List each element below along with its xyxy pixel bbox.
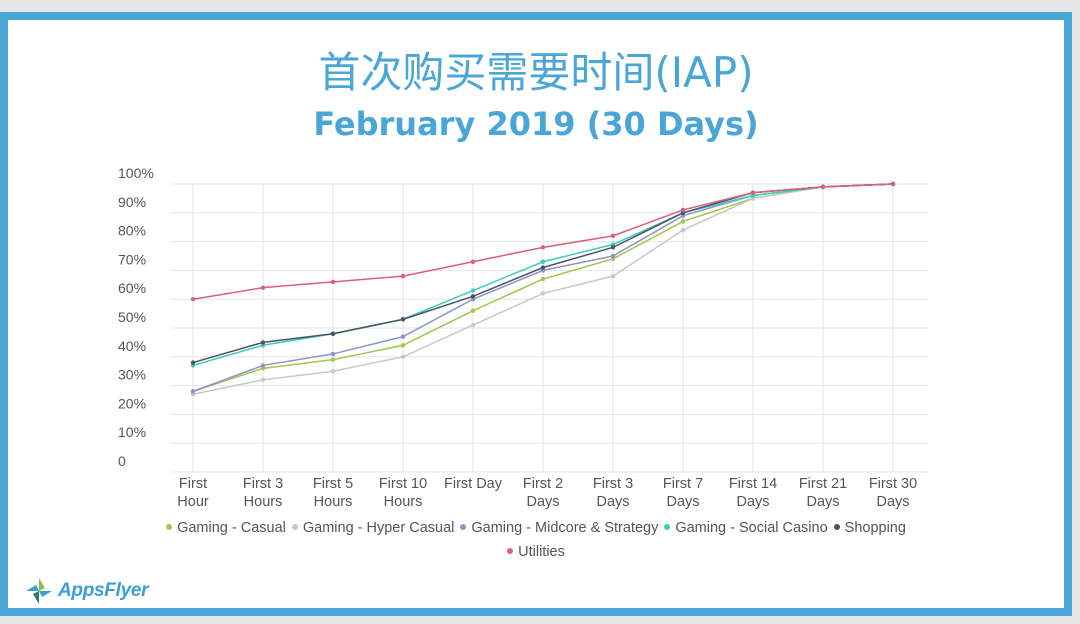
x-tick-label: First Hour <box>177 476 209 510</box>
data-point <box>260 285 266 290</box>
data-point <box>400 334 406 339</box>
data-point <box>680 219 686 224</box>
data-point <box>890 181 896 187</box>
y-axis-labels: 0 10% 20% 30% 40% 50% 60% 70% 80% 90% 100% <box>118 165 154 469</box>
chart-subtitle: February 2019 (30 Days) <box>313 105 759 143</box>
legend-label: Gaming - Midcore & Strategy <box>471 520 659 536</box>
data-point <box>610 273 616 279</box>
legend-item: Gaming - Casual <box>166 516 286 540</box>
data-point <box>470 308 476 313</box>
data-point <box>190 389 196 394</box>
legend-label: Gaming - Social Casino <box>675 520 828 536</box>
data-point <box>400 317 406 322</box>
data-point <box>330 357 336 362</box>
data-point <box>540 291 546 296</box>
x-tick-label: First 5 Hours <box>313 476 353 510</box>
data-point <box>470 322 476 328</box>
x-tick-label: First 21 Days <box>799 476 847 510</box>
legend-item: Gaming - Social Casino <box>664 516 828 540</box>
slide: 首次购买需要时间(IAP) February 2019 (30 Days) 0 1… <box>0 12 1072 616</box>
appsflyer-logo: AppsFlyer <box>24 575 149 607</box>
x-tick-label: First 2 Days <box>523 476 563 510</box>
data-point <box>680 227 686 233</box>
data-point <box>190 360 196 365</box>
chart-grid <box>171 183 928 473</box>
y-tick-label: 70% <box>118 251 146 267</box>
legend-item: Gaming - Hyper Casual <box>291 516 455 540</box>
legend-item: Gaming - Midcore & Strategy <box>460 516 658 540</box>
y-tick-label: 0 <box>118 453 126 469</box>
legend-marker-icon <box>291 524 298 531</box>
appsflyer-logo-icon <box>26 578 52 604</box>
data-point <box>470 259 476 264</box>
legend-marker-icon <box>664 524 671 531</box>
logo-text: AppsFlyer <box>58 580 149 601</box>
data-point <box>260 363 266 368</box>
y-tick-label: 50% <box>118 309 146 325</box>
x-tick-label: First 7 Days <box>663 476 703 510</box>
line-chart: 0 10% 20% 30% 40% 50% 60% 70% 80% 90% 100% First Ho… <box>118 165 928 510</box>
data-point <box>470 294 476 299</box>
data-point <box>750 190 756 195</box>
chart-legend: Gaming - Casual Gaming - Hyper Casual Gami… <box>68 516 1004 564</box>
x-tick-label: First 10 Hours <box>379 476 427 510</box>
data-point <box>680 207 686 213</box>
x-tick-label: First 14 Days <box>729 476 777 510</box>
x-axis-labels: First Hour First 3 Hours First 5 Hours First 1… <box>177 476 917 510</box>
chart-title: 首次购买需要时间(IAP) <box>318 48 754 97</box>
y-tick-label: 10% <box>118 424 146 440</box>
x-tick-label: First 3 Hours <box>243 476 283 510</box>
data-point <box>330 369 336 374</box>
legend-marker-icon <box>507 548 514 555</box>
y-tick-label: 40% <box>118 338 146 354</box>
legend-marker-icon <box>166 524 173 531</box>
legend-label: Gaming - Hyper Casual <box>302 520 455 536</box>
chart-series <box>190 181 896 397</box>
data-point <box>540 265 546 270</box>
legend-marker-icon <box>460 524 467 531</box>
legend-item: Utilities <box>507 540 565 564</box>
y-tick-label: 80% <box>118 223 146 239</box>
data-point <box>470 288 476 293</box>
legend-label: Shopping <box>844 520 906 536</box>
data-point <box>330 351 336 357</box>
data-point <box>400 273 406 279</box>
data-point <box>330 331 336 336</box>
data-point <box>400 354 406 359</box>
data-point <box>610 233 616 239</box>
data-point <box>190 297 196 302</box>
legend-label: Gaming - Casual <box>177 520 286 536</box>
data-point <box>610 253 616 259</box>
y-tick-label: 90% <box>118 194 146 210</box>
y-tick-label: 20% <box>118 395 146 411</box>
data-point <box>400 343 406 348</box>
y-tick-label: 30% <box>118 367 146 383</box>
data-point <box>610 245 616 250</box>
legend-label: Utilities <box>518 544 565 560</box>
y-tick-label: 60% <box>118 280 146 296</box>
data-point <box>540 259 546 264</box>
data-point <box>260 377 266 383</box>
data-point <box>540 276 546 282</box>
x-tick-label: First 30 Days <box>869 476 917 510</box>
y-tick-label: 100% <box>118 165 154 181</box>
legend-item: Shopping <box>833 516 906 540</box>
data-point <box>540 245 546 250</box>
x-tick-label: First Day <box>444 476 503 492</box>
data-point <box>330 279 336 285</box>
legend-marker-icon <box>833 524 840 531</box>
x-tick-label: First 3 Days <box>593 476 633 510</box>
data-point <box>820 184 826 190</box>
data-point <box>260 340 266 345</box>
